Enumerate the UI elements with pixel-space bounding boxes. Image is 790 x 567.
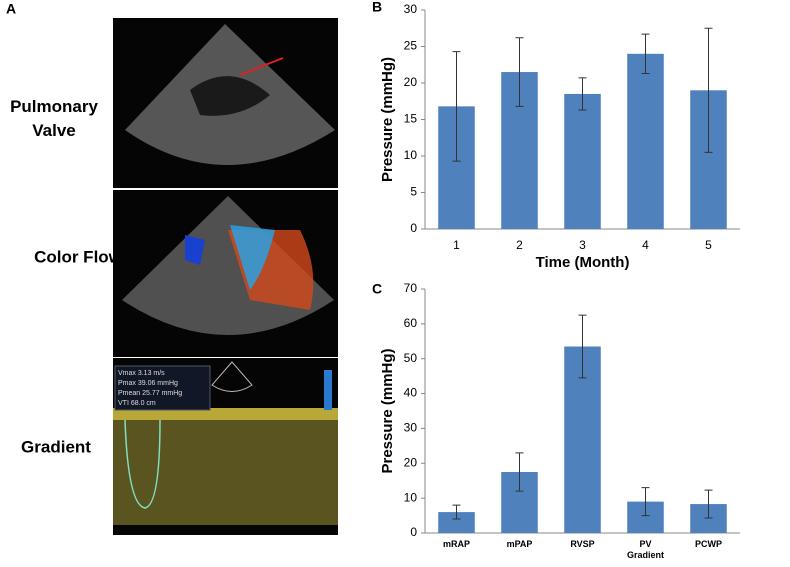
y-tick-label: 0 (410, 221, 417, 235)
row-label: Color Flow (34, 247, 123, 266)
x-tick-label-box: PV Gradient (626, 539, 664, 560)
y-axis-label: Pressure (mmHg) (379, 348, 396, 473)
y-tick-label: 15 (404, 112, 418, 126)
y-tick-label: 40 (404, 386, 418, 400)
measurement: Vmax 3.13 m/s (118, 370, 165, 377)
x-tick-label-box: RVSP (570, 539, 595, 549)
row-label: Pulmonary Valve (10, 97, 98, 140)
y-tick-label: 10 (404, 490, 418, 504)
measurement: Pmax 39.06 mmHg (118, 380, 178, 387)
y-tick-label: 60 (404, 316, 418, 330)
y-tick-label: 70 (404, 281, 418, 295)
color-bar (324, 370, 332, 410)
error-bar (452, 504, 461, 520)
error-bar (515, 37, 524, 107)
arrow (239, 57, 284, 76)
panel-label: B (372, 0, 382, 15)
x-tick-label: RVSP (570, 539, 595, 549)
x-tick-label: 3 (579, 238, 586, 252)
bar (627, 53, 664, 229)
y-tick-label: 25 (404, 39, 418, 53)
y-tick-label: 0 (410, 525, 417, 539)
y-tick-label: 50 (404, 351, 418, 365)
y-axis-label: Pressure (mmHg) (379, 57, 396, 182)
x-tick-label-box: mPAP (506, 539, 533, 549)
error-bar (515, 452, 524, 492)
x-axis-label: Time (Month) (536, 254, 630, 271)
echo-cavity (190, 76, 270, 116)
x-tick-label-box: PCWP (695, 539, 722, 549)
y-tick-label: 20 (404, 75, 418, 89)
error-bar (704, 27, 713, 153)
x-tick-label: 4 (642, 238, 649, 252)
x-tick-label-box: mRAP (442, 539, 470, 549)
row-label: Gradient (21, 437, 91, 456)
error-bar (578, 314, 587, 379)
measurement-box (114, 365, 211, 411)
panel-label: A (6, 1, 16, 17)
x-tick-label: 2 (516, 238, 523, 252)
error-bar (641, 487, 650, 517)
color-doppler (230, 225, 275, 290)
row-label-box: Pulmonary Valve (10, 97, 98, 140)
error-bar (578, 77, 587, 111)
mini-fan (211, 361, 253, 392)
x-tick-label: PV Gradient (626, 539, 664, 560)
x-tick-label: PCWP (695, 539, 722, 549)
y-tick-label: 30 (404, 421, 418, 435)
trace-outline (124, 419, 161, 509)
y-tick-label: 10 (404, 148, 418, 162)
color-doppler (185, 235, 205, 265)
y-tick-label: 5 (410, 185, 417, 199)
error-bar (704, 489, 713, 519)
measurement: VTI 68.0 cm (118, 400, 156, 407)
measurements: Vmax 3.13 m/s Pmax 39.06 mmHg Pmean 25.77 … (118, 370, 182, 407)
x-tick-label: 5 (705, 238, 712, 252)
doppler-trace (113, 408, 338, 525)
measurement: Pmean 25.77 mmHg (118, 390, 182, 397)
error-bar (641, 33, 650, 75)
y-tick-label: 20 (404, 455, 418, 469)
x-tick-label: mRAP (442, 539, 470, 549)
x-tick-label: 1 (453, 238, 460, 252)
bar (564, 93, 601, 229)
error-bar (452, 51, 461, 162)
x-tick-label: mPAP (506, 539, 533, 549)
ultrasound-images (113, 18, 338, 535)
panel-label: C (372, 281, 382, 297)
y-tick-label: 30 (404, 2, 418, 16)
doppler-baseline (113, 408, 338, 420)
bar (438, 512, 475, 533)
